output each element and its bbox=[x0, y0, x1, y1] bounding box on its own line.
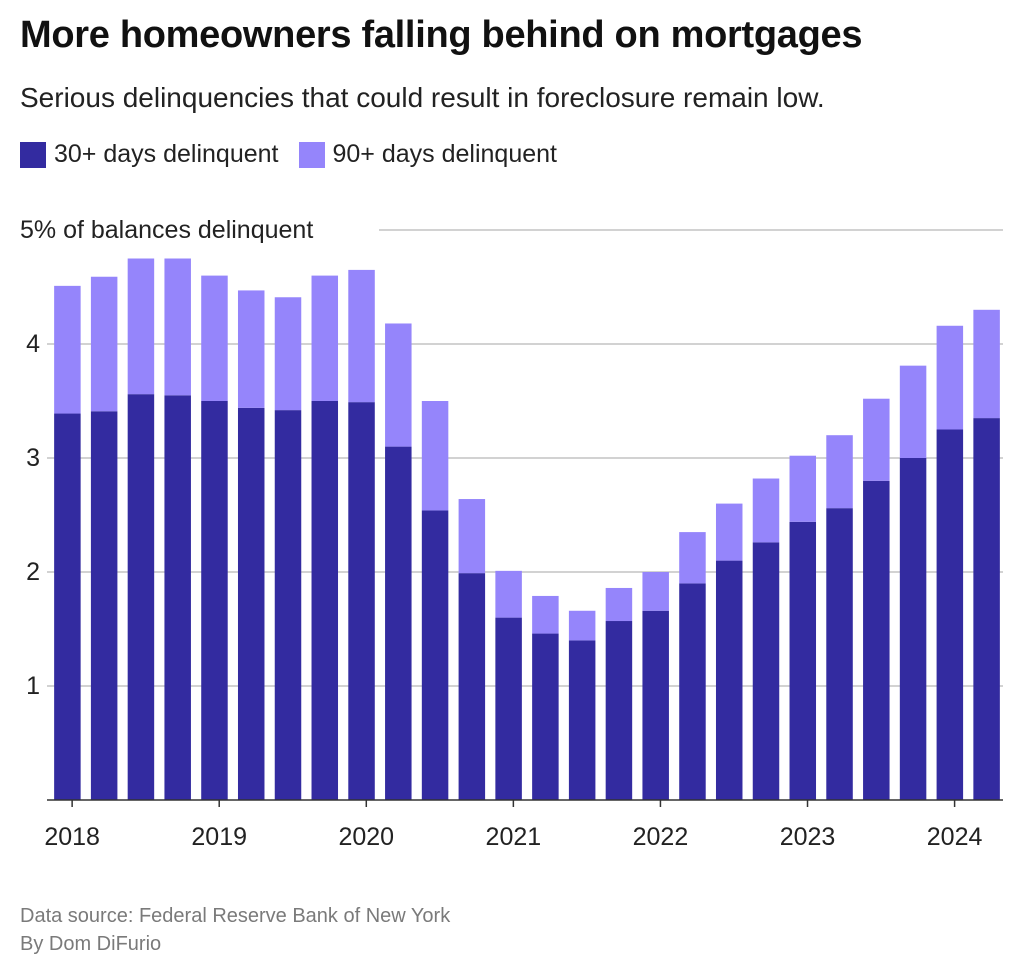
chart-subtitle: Serious delinquencies that could result … bbox=[20, 82, 825, 113]
legend-label-30-days: 30+ days delinquent bbox=[54, 140, 279, 168]
bar-90-days-19 bbox=[752, 478, 780, 543]
bar-90-days-14 bbox=[568, 610, 596, 641]
x-tick-label-2018: 2018 bbox=[44, 823, 100, 851]
bar-90-days-22 bbox=[863, 398, 890, 481]
chart-title: More homeowners falling behind on mortga… bbox=[20, 14, 863, 56]
bar-30-days-8 bbox=[348, 402, 375, 800]
legend-label-90-days: 90+ days delinquent bbox=[332, 140, 558, 168]
footer: Data source: Federal Reserve Bank of New… bbox=[20, 902, 450, 958]
x-tick-label-2024: 2024 bbox=[927, 823, 983, 851]
byline: By Dom DiFurio bbox=[20, 933, 162, 955]
x-tick-label-2021: 2021 bbox=[486, 823, 542, 851]
bar-30-days-15 bbox=[605, 621, 633, 800]
bar-30-days-2 bbox=[127, 394, 155, 800]
bar-90-days-1 bbox=[90, 276, 118, 412]
bar-90-days-2 bbox=[127, 258, 155, 395]
bar-30-days-14 bbox=[568, 640, 596, 800]
bar-90-days-7 bbox=[311, 275, 339, 401]
y-tick-label-1: 1 bbox=[26, 672, 40, 700]
x-tick-label-2019: 2019 bbox=[191, 823, 247, 851]
x-tick-label-2020: 2020 bbox=[338, 823, 394, 851]
data-source: Data source: Federal Reserve Bank of New… bbox=[20, 905, 451, 927]
bar-30-days-1 bbox=[90, 411, 118, 800]
bar-90-days-25 bbox=[973, 309, 1000, 419]
bar-30-days-5 bbox=[237, 407, 265, 800]
bar-30-days-16 bbox=[642, 610, 669, 800]
y-tick-label-4: 4 bbox=[26, 330, 40, 358]
bar-30-days-9 bbox=[385, 446, 412, 800]
bar-30-days-11 bbox=[458, 573, 486, 800]
y-tick-label-3: 3 bbox=[26, 444, 40, 472]
bar-30-days-23 bbox=[899, 458, 927, 800]
bar-90-days-20 bbox=[789, 455, 817, 522]
bar-30-days-10 bbox=[421, 510, 449, 800]
bar-30-days-3 bbox=[164, 395, 191, 800]
bar-90-days-24 bbox=[936, 325, 964, 430]
x-tick-label-2023: 2023 bbox=[780, 823, 836, 851]
x-tick-label-2022: 2022 bbox=[633, 823, 689, 851]
y-tick-label-2: 2 bbox=[26, 558, 40, 586]
bar-30-days-4 bbox=[201, 401, 228, 800]
y-axis-title: 5% of balances delinquent bbox=[20, 216, 313, 244]
bar-90-days-23 bbox=[899, 365, 927, 458]
bar-90-days-21 bbox=[826, 435, 853, 509]
bar-90-days-0 bbox=[54, 285, 81, 414]
legend: 30+ days delinquent 90+ days delinquent bbox=[20, 140, 557, 169]
bar-90-days-18 bbox=[715, 503, 743, 561]
bar-90-days-16 bbox=[642, 572, 669, 611]
bar-30-days-7 bbox=[311, 401, 339, 800]
bar-90-days-3 bbox=[164, 258, 191, 396]
bar-90-days-4 bbox=[201, 275, 228, 401]
bar-90-days-5 bbox=[237, 290, 265, 408]
bar-90-days-13 bbox=[532, 595, 559, 634]
bar-30-days-0 bbox=[54, 413, 81, 800]
bar-30-days-24 bbox=[936, 429, 964, 800]
bar-30-days-22 bbox=[863, 480, 890, 800]
bar-90-days-9 bbox=[385, 323, 412, 447]
bar-30-days-12 bbox=[495, 617, 522, 800]
legend-swatch-90-days bbox=[298, 141, 325, 168]
bar-90-days-8 bbox=[348, 269, 375, 403]
bar-30-days-13 bbox=[532, 633, 559, 800]
bar-90-days-15 bbox=[605, 587, 633, 622]
bar-90-days-17 bbox=[679, 532, 706, 584]
bar-90-days-12 bbox=[495, 570, 522, 618]
bar-90-days-6 bbox=[274, 297, 302, 411]
bar-90-days-11 bbox=[458, 499, 486, 574]
bar-30-days-21 bbox=[826, 508, 853, 800]
bar-30-days-20 bbox=[789, 521, 817, 800]
legend-item-30-days: 30+ days delinquent bbox=[20, 140, 279, 169]
bar-30-days-6 bbox=[274, 410, 302, 800]
legend-item-90-days: 90+ days delinquent bbox=[298, 140, 558, 169]
bar-30-days-17 bbox=[679, 583, 706, 800]
bar-90-days-10 bbox=[421, 401, 449, 511]
legend-swatch-30-days bbox=[20, 141, 46, 168]
bar-30-days-18 bbox=[715, 560, 743, 800]
bar-30-days-19 bbox=[752, 542, 780, 800]
bar-30-days-25 bbox=[973, 418, 1000, 800]
